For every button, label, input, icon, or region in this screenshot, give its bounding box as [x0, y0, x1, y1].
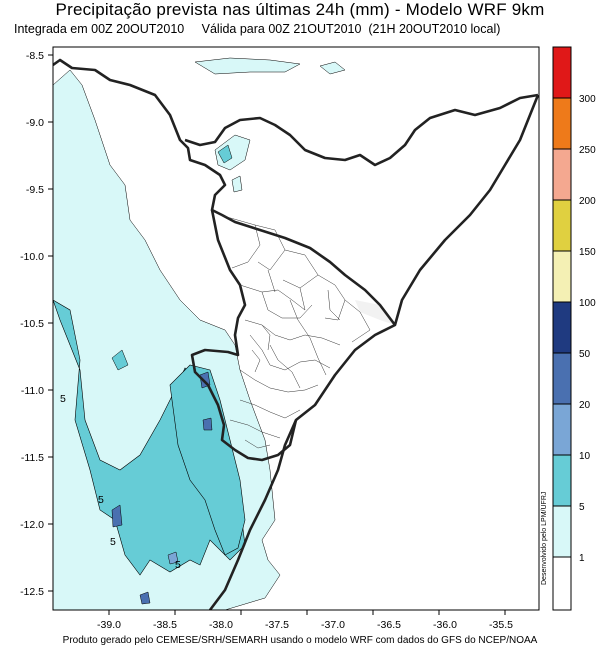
map-frame — [52, 46, 540, 611]
map-area: 5 5 5 5 — [53, 47, 539, 610]
colorbar-segment — [553, 98, 571, 149]
precip-heavy-core — [202, 417, 213, 431]
state-boundary — [53, 58, 397, 326]
init-time: Integrada em 00Z 20OUT2010 — [14, 22, 185, 36]
x-axis: -39.0 -38.5 -38.0 -37.5 -37.0 -36.5 -36.… — [97, 610, 513, 631]
colorbar-segment — [553, 404, 571, 455]
x-tick-label: -39.0 — [97, 619, 121, 631]
colorbar-label: 50 — [579, 349, 591, 360]
y-tick-label: -8.5 — [26, 50, 44, 62]
colorbar-label: 300 — [579, 94, 596, 105]
precip-heavy-core — [111, 504, 123, 528]
x-tick-label: -36.0 — [433, 619, 457, 631]
coastline — [208, 94, 539, 610]
y-tick-label: -9.5 — [26, 184, 44, 196]
municipal-boundaries — [219, 214, 371, 449]
map-subtitle: Integrada em 00Z 20OUT2010 Válida para 0… — [14, 22, 500, 37]
colorbar-segment — [553, 557, 571, 610]
colorbar-segment — [553, 47, 571, 98]
colorbar-label: 200 — [579, 196, 596, 207]
colorbar-label: 150 — [579, 247, 596, 258]
footer-credit: Produto gerado pelo CEMESE/SRH/SEMARH us… — [62, 635, 538, 646]
precip-light-patch — [319, 61, 346, 75]
contour-label: 5 — [175, 559, 181, 571]
y-tick-label: -10.5 — [20, 318, 44, 330]
precip-heavy-core — [139, 591, 151, 605]
y-tick-label: -9.0 — [26, 117, 44, 129]
y-tick-label: -10.0 — [20, 251, 44, 263]
colorbar-label: 20 — [579, 400, 591, 411]
precip-light-patch — [231, 175, 243, 193]
colorbar-label: 250 — [579, 145, 596, 156]
precip-moderate-area — [169, 364, 246, 556]
colorbar-label: 1 — [579, 553, 585, 564]
valid-time: Válida para 00Z 21OUT2010 (21H 20OUT2010… — [201, 22, 501, 36]
colorbar-segment — [553, 455, 571, 506]
state-boundary — [190, 209, 298, 462]
colorbar-segment — [553, 506, 571, 557]
y-tick-label: -11.0 — [21, 385, 44, 397]
colorbar-credit: Desenvolvido pelo LPM/UFRJ — [541, 492, 548, 585]
state-boundary — [184, 93, 539, 167]
y-tick-label: -12.5 — [20, 586, 44, 598]
colorbar-segment — [553, 200, 571, 251]
colorbar-label: 100 — [579, 298, 596, 309]
x-tick-label: -38.5 — [153, 619, 177, 631]
colorbar-label: 5 — [579, 502, 585, 513]
colorbar-segment — [553, 149, 571, 200]
map-title: Precipitação prevista nas últimas 24h (m… — [55, 0, 545, 19]
precip-heavy-core — [167, 551, 179, 565]
x-tick-label: -35.5 — [489, 619, 513, 631]
colorbar-label: 10 — [579, 451, 591, 462]
x-tick-label: -36.5 — [377, 619, 401, 631]
contour-label: 5 — [110, 536, 116, 548]
neighbour-state-shading — [355, 300, 395, 325]
precip-moderate-patch — [217, 144, 233, 164]
x-tick-label: -38.0 — [209, 619, 233, 631]
colorbar-segment — [553, 353, 571, 404]
colorbar-segment — [553, 302, 571, 353]
contour-label: 5 — [60, 393, 66, 405]
y-tick-label: -11.5 — [21, 452, 44, 464]
colorbar: 1 5 10 20 50 100 150 200 250 300 Desenvo… — [541, 46, 596, 611]
contour-label: 5 — [98, 494, 104, 506]
colorbar-segment — [553, 251, 571, 302]
precip-moderate-patch — [111, 349, 129, 371]
y-tick-label: -12.0 — [20, 519, 44, 531]
x-tick-label: -37.5 — [265, 619, 289, 631]
y-axis: -8.5 -9.0 -9.5 -10.0 -10.5 -11.0 -11.5 -… — [20, 50, 53, 598]
precip-light-patch — [194, 57, 301, 75]
x-tick-label: -37.0 — [321, 619, 345, 631]
